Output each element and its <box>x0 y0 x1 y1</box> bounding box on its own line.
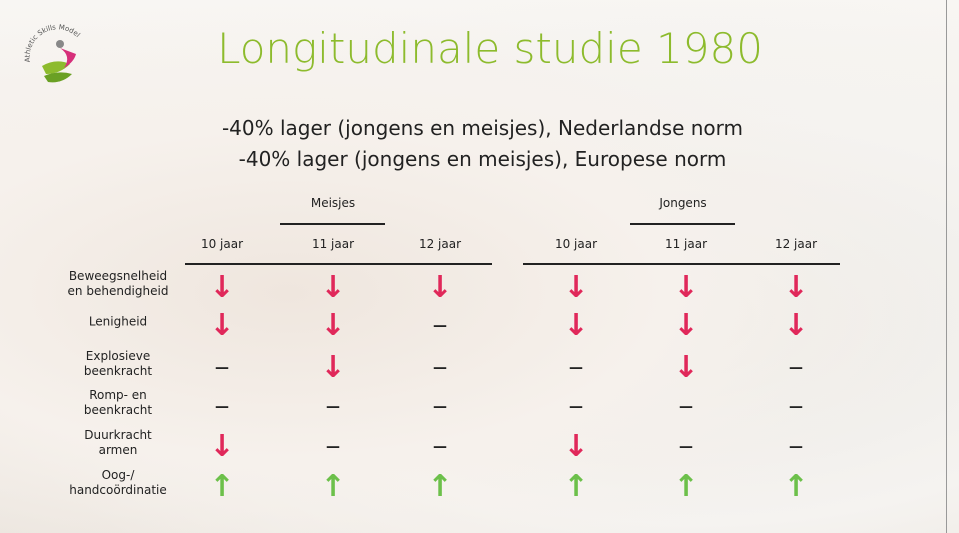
subtitle: -40% lager (jongens en meisjes), Nederla… <box>0 116 959 140</box>
trend-icon: ↑ <box>192 472 252 502</box>
trend-icon: ↑ <box>656 472 716 502</box>
trend-icon: ↓ <box>766 311 826 341</box>
trend-icon: ↓ <box>192 273 252 303</box>
column-header: 10 jaar <box>526 237 626 251</box>
column-header: 10 jaar <box>172 237 272 251</box>
column-header: 12 jaar <box>746 237 846 251</box>
trend-icon: — <box>766 353 826 383</box>
row-label: Romp- en beenkracht <box>43 388 193 418</box>
slide: Athletic Skills Model Longitudinale stud… <box>0 0 959 533</box>
title: Longitudinale studie 1980 <box>0 24 959 73</box>
trend-icon: — <box>410 432 470 462</box>
trend-icon: ↓ <box>766 273 826 303</box>
row-label: Beweegsnelheid en behendigheid <box>43 269 193 299</box>
rule <box>523 263 840 265</box>
trend-icon: — <box>656 392 716 422</box>
row-label: Lenigheid <box>43 315 193 330</box>
trend-icon: ↓ <box>192 432 252 462</box>
column-header: 11 jaar <box>636 237 736 251</box>
trend-icon: — <box>410 353 470 383</box>
row-label: Duurkracht armen <box>43 428 193 458</box>
trend-icon: ↑ <box>766 472 826 502</box>
trend-icon: — <box>656 432 716 462</box>
trend-icon: — <box>546 353 606 383</box>
trend-icon: — <box>303 432 363 462</box>
trend-icon: — <box>192 392 252 422</box>
trend-icon: ↓ <box>410 273 470 303</box>
trend-icon: — <box>192 353 252 383</box>
trend-icon: — <box>766 432 826 462</box>
row-label: Oog-/ handcoördinatie <box>43 468 193 498</box>
group-header: Meisjes <box>273 196 393 210</box>
trend-icon: ↓ <box>303 311 363 341</box>
rule <box>280 223 385 225</box>
column-header: 11 jaar <box>283 237 383 251</box>
trend-icon: — <box>546 392 606 422</box>
trend-icon: ↓ <box>656 353 716 383</box>
trend-icon: ↑ <box>410 472 470 502</box>
trend-icon: ↓ <box>192 311 252 341</box>
rule <box>185 263 492 265</box>
group-header: Jongens <box>623 196 743 210</box>
trend-icon: — <box>303 392 363 422</box>
trend-icon: ↓ <box>546 432 606 462</box>
trend-icon: ↓ <box>546 273 606 303</box>
row-label: Explosieve beenkracht <box>43 349 193 379</box>
trend-icon: ↓ <box>303 273 363 303</box>
slide-border <box>946 0 947 533</box>
subtitle: -40% lager (jongens en meisjes), Europes… <box>0 147 959 171</box>
trend-icon: — <box>766 392 826 422</box>
trend-icon: ↓ <box>546 311 606 341</box>
rule <box>630 223 735 225</box>
trend-icon: ↑ <box>303 472 363 502</box>
column-header: 12 jaar <box>390 237 490 251</box>
trend-icon: — <box>410 392 470 422</box>
trend-icon: ↓ <box>303 353 363 383</box>
trend-icon: ↑ <box>546 472 606 502</box>
trend-icon: ↓ <box>656 273 716 303</box>
trend-icon: — <box>410 311 470 341</box>
trend-icon: ↓ <box>656 311 716 341</box>
